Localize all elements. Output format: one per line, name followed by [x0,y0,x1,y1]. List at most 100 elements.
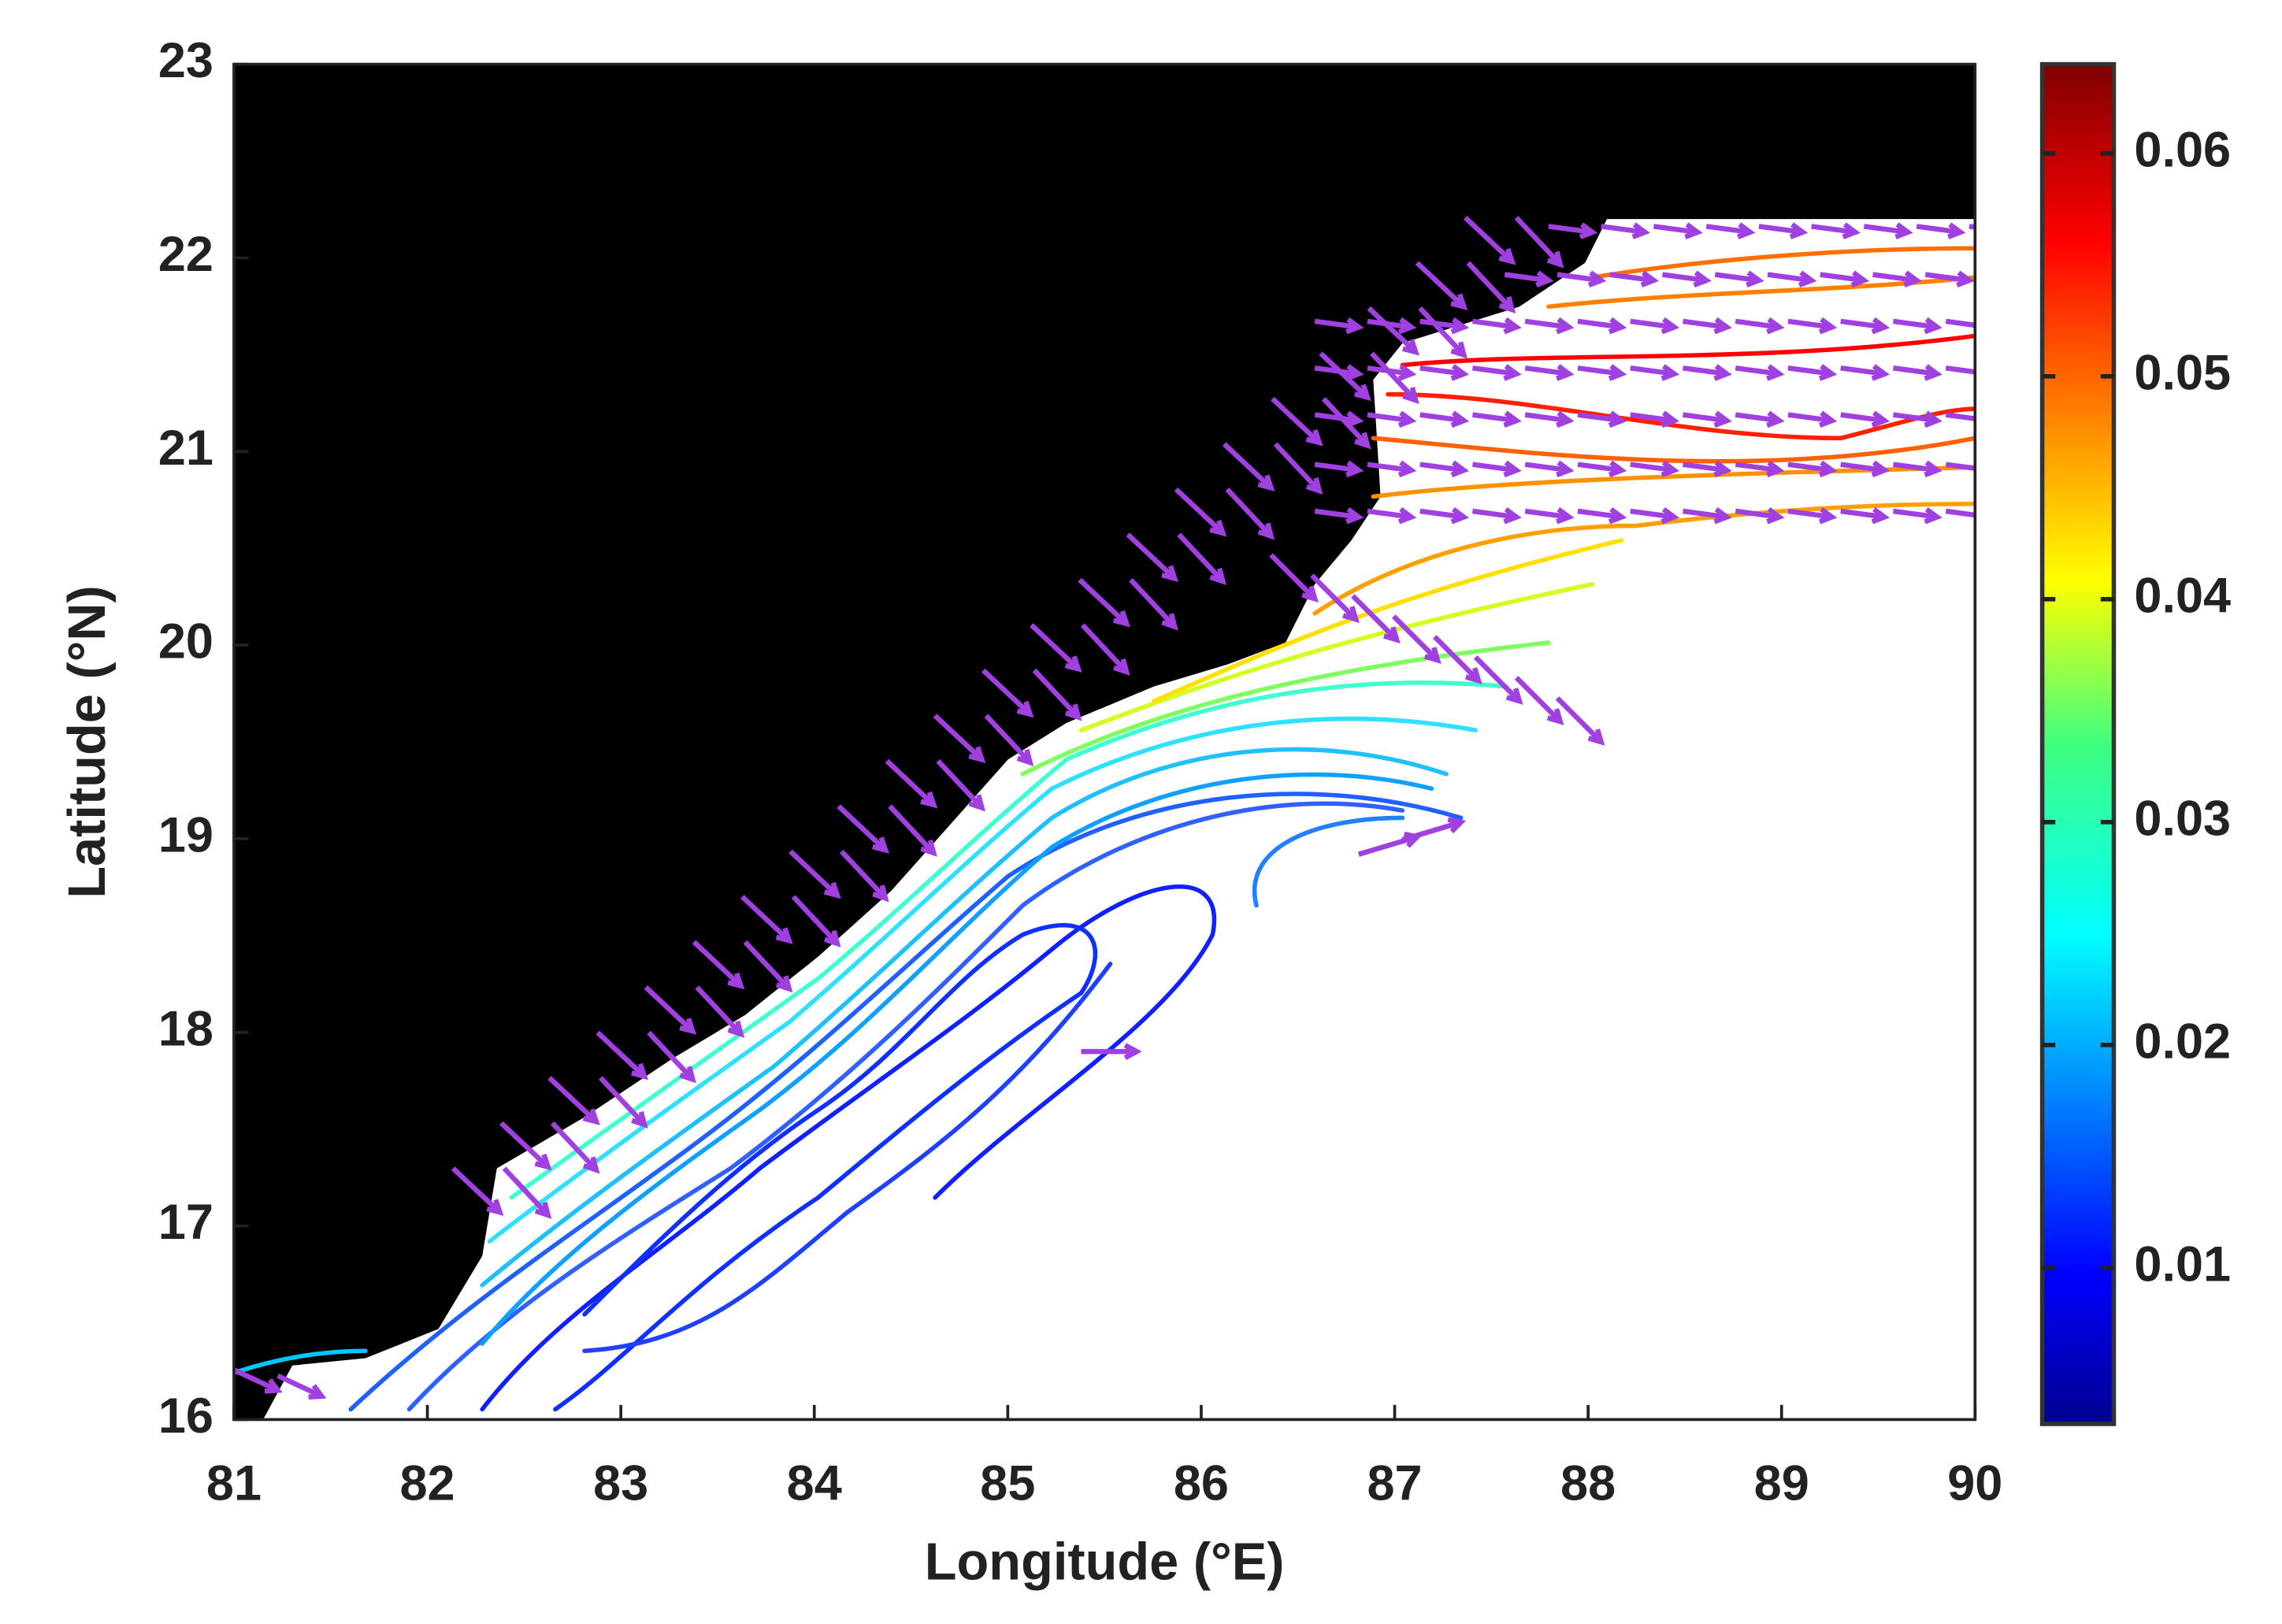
vector-arrow [233,1367,283,1394]
x-tick-label: 87 [1367,1455,1422,1511]
vector-arrow [1735,460,1785,478]
vector-arrow [1078,577,1130,628]
vector-arrow [1514,676,1564,725]
vector-arrow [1177,532,1226,585]
vector-arrow [1081,1043,1142,1060]
vector-arrow [1767,270,1817,288]
vector-arrow [695,985,745,1038]
vector-arrow [1609,270,1660,288]
vector-arrow [1662,270,1712,288]
vector-arrow [981,668,1034,718]
vector-arrow [1601,222,1650,239]
vector-arrow [1735,364,1785,381]
vector-arrow [1630,506,1680,525]
vector-arrow [1758,222,1809,239]
vector-arrow [1555,696,1605,746]
vector-arrow [984,714,1034,766]
vector-arrow [1419,506,1470,525]
vector-arrow [647,1030,696,1084]
vector-arrow [1577,460,1627,478]
vector-arrow [1432,635,1482,684]
vector-arrow [888,804,937,857]
vector-arrow [1321,397,1371,450]
vector-arrow [1945,462,1976,471]
contour [582,962,1113,1354]
vector-arrow [1548,222,1598,239]
y-tick-label: 17 [158,1195,213,1250]
vector-arrow [1577,317,1627,335]
contour [509,680,1508,1200]
vector-arrow [1419,410,1470,428]
x-tick-label: 86 [1174,1455,1229,1511]
x-tick-label: 82 [400,1455,455,1511]
vector-arrow [1945,365,1976,375]
x-axis-label: Longitude (°E) [925,1533,1285,1591]
vector-arrow [1557,270,1607,288]
vector-arrow [1472,410,1522,428]
vector-arrow [740,895,793,944]
contour [553,923,1098,1412]
vector-arrow [1392,614,1442,664]
vector-arrow [1924,270,1975,288]
y-tick-label: 23 [158,33,213,88]
x-tick-label: 84 [787,1455,842,1511]
x-tick-label: 90 [1947,1455,2002,1511]
vector-arrow [1314,460,1364,478]
vector-arrow [1840,317,1891,335]
vector-arrow [1630,364,1680,381]
vector-arrow [1787,460,1838,478]
contour [1078,581,1595,732]
vector-arrow [1577,364,1627,381]
vector-arrow [1630,460,1680,478]
x-tick-label: 85 [980,1455,1035,1511]
vector-arrow [1787,364,1838,381]
colorbar-tick-label: 0.01 [2134,1237,2231,1292]
contour [348,792,1464,1412]
colorbar [2039,61,2117,1426]
vector-arrow [1630,410,1680,428]
vector-arrow [1787,506,1838,525]
vector-arrow [1735,317,1785,335]
vector-arrow [1419,460,1470,478]
vector-arrow [1893,410,1942,428]
vector-arrow [1820,270,1870,288]
vector-arrow [1319,351,1371,402]
vector-arrow [1630,317,1680,335]
vector-arrow [1524,506,1575,525]
vector-arrow [1872,270,1922,288]
vector-arrow [499,1121,552,1171]
vector-arrow [1653,222,1703,239]
vector-arrow [1863,222,1913,239]
vector-arrow [1273,442,1323,495]
land-mask [233,64,1976,1420]
contour [1590,246,1976,280]
vector-arrow [276,1373,327,1400]
colorbar-tick-label: 0.02 [2134,1014,2231,1069]
contour [1252,815,1405,908]
vector-arrow [502,1166,552,1219]
vector-arrow [839,849,889,903]
vector-arrow [1472,317,1522,335]
vector-arrow [1893,364,1942,381]
vector-arrow [1683,364,1732,381]
vector-arrow [1840,410,1891,428]
vector-arrow [1735,506,1785,525]
vector-arrow [1683,317,1732,335]
y-tick-label: 22 [158,227,213,282]
vector-arrow [1370,351,1419,405]
colorbar-tick-label: 0.04 [2134,568,2231,623]
y-tick-label: 16 [158,1389,213,1444]
vector-arrow [1129,577,1178,631]
vector-arrow [837,804,889,854]
vector-arrow [1524,410,1575,428]
vector-arrow [1367,317,1417,335]
vector-arrow [1840,506,1891,525]
vector-arrow [1367,364,1417,381]
vector-arrow [692,940,745,990]
vector-arrow [1735,410,1785,428]
vector-arrow [1893,317,1942,335]
vector-arrow [1401,817,1467,843]
vector-arrow [1126,532,1179,582]
vectors [233,215,1976,1400]
